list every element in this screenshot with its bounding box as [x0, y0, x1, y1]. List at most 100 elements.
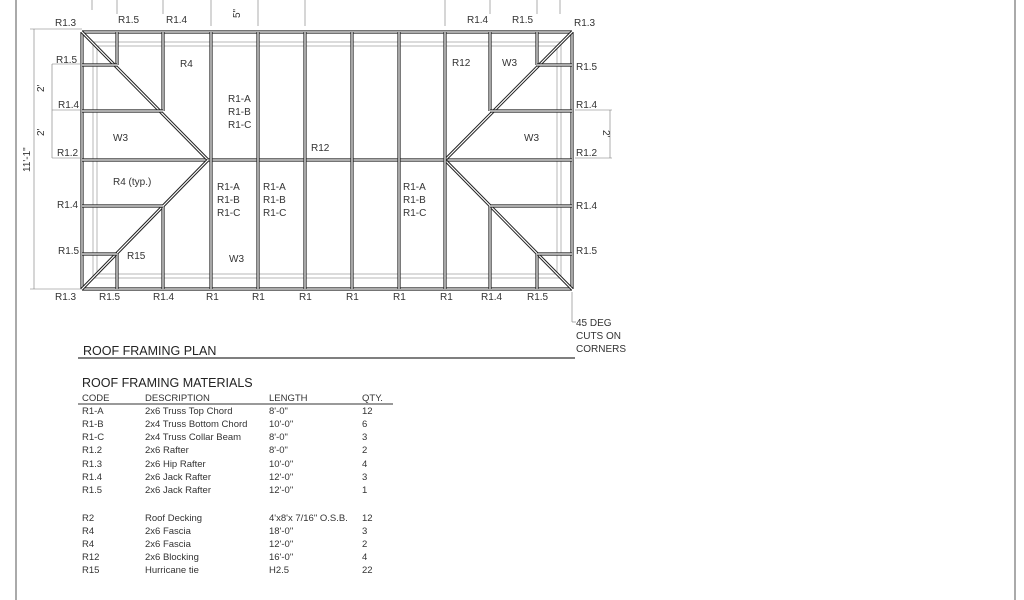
- cell-code: R12: [82, 552, 99, 563]
- cell-length: 8'-0": [269, 432, 288, 443]
- table-row: R1.5 2x6 Jack Rafter 12'-0" 1: [82, 485, 367, 496]
- member-label: R1.4: [576, 100, 598, 111]
- cell-code: R1.2: [82, 445, 102, 456]
- member-label: R1.4: [58, 100, 80, 111]
- cell-description: Roof Decking: [145, 513, 202, 524]
- cell-length: 12'-0": [269, 539, 293, 550]
- member-label: R1-A: [217, 182, 240, 193]
- table-row: R1-B 2x4 Truss Bottom Chord 10'-0" 6: [82, 419, 367, 430]
- table-row: R2 Roof Decking 4'x8'x 7/16" O.S.B. 12: [82, 513, 373, 524]
- cell-description: 2x6 Fascia: [145, 539, 192, 550]
- materials-title: ROOF FRAMING MATERIALS: [82, 376, 253, 390]
- cell-qty: 12: [362, 513, 373, 524]
- cell-length: 12'-0": [269, 485, 293, 496]
- cell-code: R4: [82, 526, 94, 537]
- dimension-2ft-lower: 2': [36, 128, 47, 136]
- cell-qty: 2: [362, 539, 367, 550]
- header-length: LENGTH: [269, 393, 308, 404]
- corner-note-2: CUTS ON: [576, 331, 621, 342]
- dimension-5in: 5": [232, 8, 243, 18]
- cell-description: 2x6 Truss Top Chord: [145, 406, 232, 417]
- cell-qty: 3: [362, 432, 367, 443]
- corner-note-1: 45 DEG: [576, 318, 612, 329]
- cell-code: R1-C: [82, 432, 104, 443]
- framing-members: [80, 30, 574, 291]
- member-label: W3: [113, 133, 128, 144]
- member-label: R1.4: [481, 292, 503, 303]
- dimension-overall-depth: 11'-1": [22, 147, 33, 172]
- member-label: R1-A: [263, 182, 286, 193]
- cell-qty: 12: [362, 406, 373, 417]
- dimension-2ft-right: 2': [600, 130, 611, 138]
- framing-member: [444, 159, 573, 290]
- member-label: R12: [452, 58, 471, 69]
- member-label: W3: [229, 254, 244, 265]
- extension-lines: [30, 0, 612, 323]
- cell-length: 10'-0": [269, 459, 293, 470]
- cell-qty: 3: [362, 526, 367, 537]
- member-label: R1: [440, 292, 453, 303]
- dimension-2ft-upper: 2': [36, 84, 47, 92]
- member-label: R1-B: [403, 195, 426, 206]
- cell-code: R15: [82, 565, 99, 576]
- member-label: R1.3: [574, 18, 596, 29]
- cell-qty: 4: [362, 459, 367, 470]
- table-row: R4 2x6 Fascia 12'-0" 2: [82, 539, 367, 550]
- cell-code: R1-A: [82, 406, 104, 417]
- member-label: R1.2: [576, 148, 598, 159]
- cell-length: H2.5: [269, 565, 289, 576]
- member-label: R4: [180, 59, 193, 70]
- member-label: R1: [346, 292, 359, 303]
- cell-description: 2x6 Rafter: [145, 445, 189, 456]
- cell-description: 2x6 Hip Rafter: [145, 459, 206, 470]
- member-label: R1.3: [55, 292, 77, 303]
- member-label: R1.5: [118, 15, 140, 26]
- cell-description: 2x6 Blocking: [145, 552, 199, 563]
- member-label: R1-B: [228, 107, 251, 118]
- cell-qty: 2: [362, 445, 367, 456]
- cell-qty: 3: [362, 472, 367, 483]
- member-label: R1: [206, 292, 219, 303]
- cell-description: 2x4 Truss Collar Beam: [145, 432, 241, 443]
- framing-member: [81, 159, 209, 290]
- member-label: R1.5: [576, 246, 598, 257]
- table-row: R12 2x6 Blocking 16'-0" 4: [82, 552, 367, 563]
- member-label: R1: [252, 292, 265, 303]
- header-description: DESCRIPTION: [145, 393, 210, 404]
- plan-title: ROOF FRAMING PLAN: [83, 344, 216, 358]
- member-label: R1.4: [57, 200, 79, 211]
- cell-description: 2x6 Fascia: [145, 526, 192, 537]
- cell-length: 8'-0": [269, 445, 288, 456]
- cell-qty: 22: [362, 565, 373, 576]
- member-label: R15: [127, 251, 146, 262]
- table-row: R1.3 2x6 Hip Rafter 10'-0" 4: [82, 459, 367, 470]
- cell-length: 16'-0": [269, 552, 293, 563]
- member-label: W3: [524, 133, 539, 144]
- member-label: R1.5: [99, 292, 121, 303]
- table-row: R1-C 2x4 Truss Collar Beam 8'-0" 3: [82, 432, 367, 443]
- member-label: R4 (typ.): [113, 177, 151, 188]
- member-label: R1.5: [56, 55, 78, 66]
- member-label: R1.5: [58, 246, 80, 257]
- cell-qty: 1: [362, 485, 367, 496]
- table-row: R1.2 2x6 Rafter 8'-0" 2: [82, 445, 367, 456]
- cell-length: 10'-0": [269, 419, 293, 430]
- member-label: R1-B: [217, 195, 240, 206]
- member-label: R1.4: [153, 292, 175, 303]
- cell-description: 2x6 Jack Rafter: [145, 485, 211, 496]
- cell-code: R2: [82, 513, 94, 524]
- member-label: R1-C: [263, 208, 286, 219]
- member-label: R1-A: [228, 94, 251, 105]
- cell-code: R1.3: [82, 459, 102, 470]
- member-label: R1.4: [166, 15, 188, 26]
- table-row: R15 Hurricane tie H2.5 22: [82, 565, 373, 576]
- member-label: R1.5: [512, 15, 534, 26]
- member-label: R1.5: [527, 292, 549, 303]
- member-label: R1-C: [228, 120, 251, 131]
- cell-qty: 4: [362, 552, 367, 563]
- materials-header: CODE DESCRIPTION LENGTH QTY.: [82, 393, 383, 404]
- member-label: R1.3: [55, 18, 77, 29]
- header-code: CODE: [82, 393, 109, 404]
